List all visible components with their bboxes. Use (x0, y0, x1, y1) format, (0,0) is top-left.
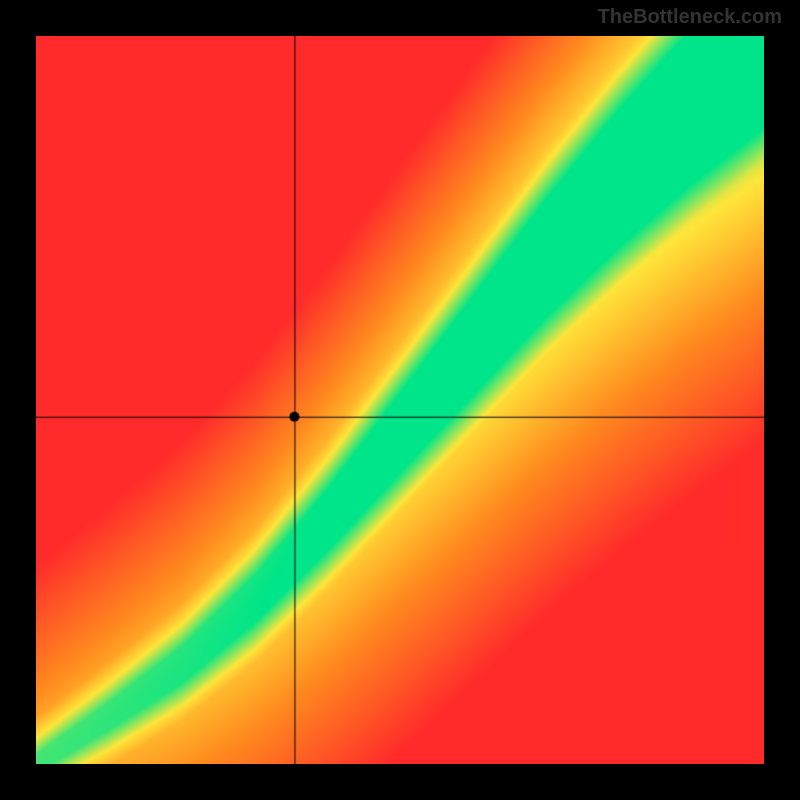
watermark-text: TheBottleneck.com (598, 6, 782, 29)
chart-container: TheBottleneck.com (0, 0, 800, 800)
bottleneck-heatmap (36, 36, 764, 764)
heatmap-wrap (36, 36, 764, 764)
